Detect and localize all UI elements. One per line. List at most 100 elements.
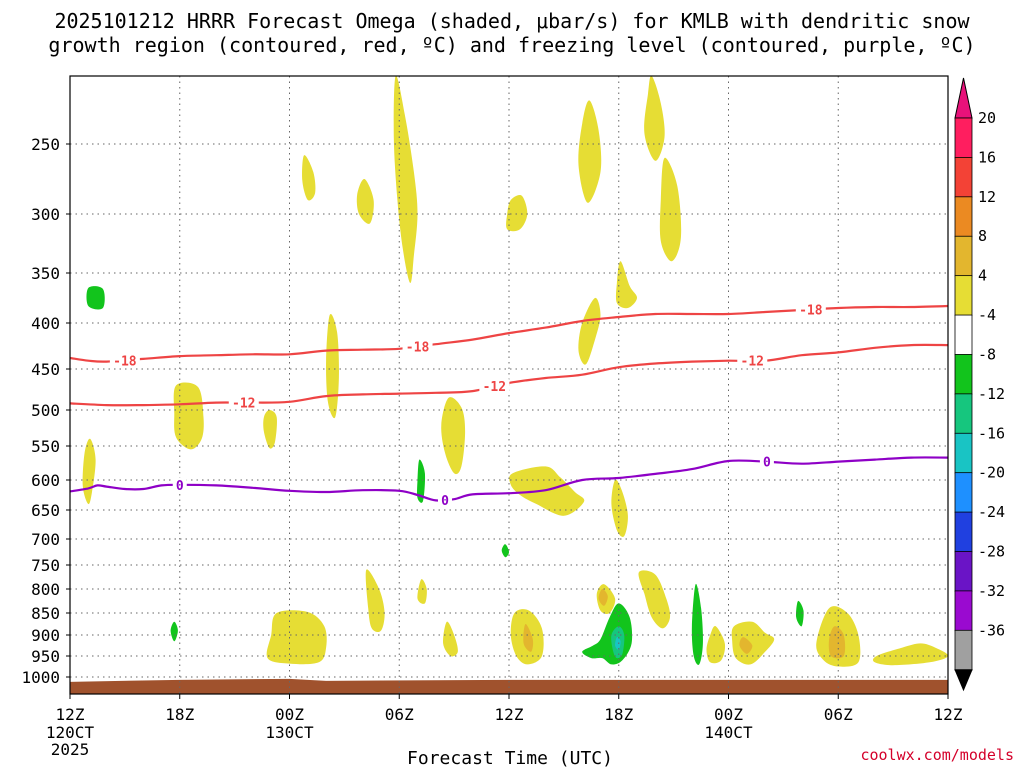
omega-region-10: [173, 382, 204, 450]
x-tick-label-2: 00Z: [275, 705, 304, 724]
omega-region-3: [302, 155, 316, 201]
omega-region-5: [659, 157, 682, 262]
y-tick-label-450: 450: [31, 360, 60, 379]
contour-label-1-1: -12: [483, 380, 506, 395]
y-tick-label-950: 950: [31, 647, 60, 666]
colorbar-label-1: 16: [978, 148, 996, 166]
omega-region-8: [578, 297, 601, 365]
omega-region-30: [828, 626, 846, 659]
omega-region-33: [501, 544, 509, 558]
y-tick-label-1000: 1000: [21, 668, 60, 687]
colorbar-label-3: 8: [978, 227, 987, 245]
omega-shaded-regions: [82, 76, 948, 667]
x-tick-sublabel-6-0: 140CT: [704, 723, 753, 742]
colorbar-swatch-0: [954, 117, 973, 159]
omega-region-28: [598, 588, 608, 606]
contour-label-bg-0-1: [402, 339, 433, 354]
x-tick-label-8: 12Z: [934, 705, 963, 724]
contour-label-2-2: 0: [763, 456, 771, 471]
credit-text: coolwx.com/models: [860, 746, 1014, 764]
contour-label-0-1: -18: [406, 340, 430, 355]
omega-region-36: [691, 583, 703, 665]
contour-label-bg-1-0: [228, 395, 259, 410]
colorbar-label-2: 12: [978, 188, 996, 206]
y-axis-pressure: 250 300 350 400 450 500 550 600 650 700 750 800 850 9…: [21, 135, 70, 687]
omega-region-0: [393, 76, 418, 284]
omega-region-1: [578, 100, 602, 203]
colorbar-swatch-9: [954, 472, 973, 513]
omega-region-27: [523, 623, 534, 652]
x-tick-label-4: 12Z: [495, 705, 524, 724]
contour-label-bg-2-2: [759, 454, 774, 469]
x-tick-sublabel-0-0: 120CT: [46, 723, 95, 742]
colorbar-legend: 20 16 12 8 4 -4 -8 -12 -16 -20 -24 -28 -32 -36: [954, 77, 1005, 692]
omega-region-34: [170, 621, 178, 642]
colorbar-swatch-6: [954, 354, 973, 395]
chart-title-line-2: growth region (contoured, red, ºC) and f…: [48, 33, 975, 57]
contour-label-bg-1-2: [737, 353, 768, 368]
x-tick-label-6: 00Z: [714, 705, 743, 724]
colorbar-label-9: -20: [978, 464, 1005, 482]
omega-region-24: [731, 621, 775, 665]
y-tick-label-600: 600: [31, 471, 60, 490]
contour-label-2-0: 0: [176, 479, 184, 494]
contour-label-bg-2-1: [437, 492, 452, 507]
omega-region-12: [441, 397, 466, 475]
omega-region-15: [611, 479, 628, 537]
colorbar-swatch-5: [954, 314, 973, 356]
colorbar-label-7: -12: [978, 385, 1005, 403]
ground-below-surface: [70, 678, 948, 694]
y-tick-label-700: 700: [31, 530, 60, 549]
y-tick-label-250: 250: [31, 135, 60, 154]
y-tick-label-650: 650: [31, 501, 60, 520]
omega-region-16: [365, 569, 385, 633]
omega-region-11: [263, 410, 277, 449]
colorbar-swatch-11: [954, 551, 973, 592]
y-tick-label-850: 850: [31, 604, 60, 623]
colorbar-swatch-1: [954, 157, 973, 198]
contour-label-2-1: 0: [441, 494, 449, 509]
chart-title: 2025101212 HRRR Forecast Omega (shaded, …: [48, 9, 975, 57]
x-tick-label-7: 06Z: [824, 705, 853, 724]
y-tick-label-750: 750: [31, 556, 60, 575]
contour-label-bg-0-2: [795, 302, 826, 317]
omega-region-6: [506, 195, 528, 232]
chart-title-line-1: 2025101212 HRRR Forecast Omega (shaded, …: [54, 9, 970, 33]
omega-region-20: [266, 610, 327, 665]
colorbar-swatch-2: [954, 196, 973, 238]
colorbar-swatch-8: [954, 432, 973, 474]
contour-label-bg-1-1: [479, 379, 510, 394]
contour-label-bg-2-0: [172, 477, 187, 492]
contour-label-bg-0-0: [109, 353, 140, 368]
contour-label-1-2: -12: [741, 355, 764, 370]
ground-fill: [70, 678, 948, 694]
colorbar-label-0: 20: [978, 109, 996, 127]
omega-region-4: [356, 178, 374, 224]
omega-region-13: [82, 438, 96, 505]
omega-region-23: [706, 626, 726, 664]
omega-region-2: [644, 76, 665, 161]
omega-region-31: [86, 286, 105, 310]
x-tick-sublabel-2-0: 130CT: [265, 723, 314, 742]
colorbar-label-10: -24: [978, 503, 1005, 521]
x-axis-label: Forecast Time (UTC): [407, 748, 613, 768]
y-tick-label-900: 900: [31, 626, 60, 645]
omega-region-17: [417, 579, 427, 604]
y-tick-label-350: 350: [31, 264, 60, 283]
colorbar-swatch-10: [954, 511, 973, 553]
omega-region-9: [326, 313, 339, 419]
omega-region-32: [417, 459, 426, 503]
colorbar-label-12: -32: [978, 582, 1005, 600]
colorbar-swatch-13: [954, 629, 973, 671]
contour-lines: -18 -18 -18 -12 -12 -12 0 0 0: [70, 302, 948, 509]
colorbar-swatch-4: [954, 275, 973, 316]
y-tick-label-800: 800: [31, 580, 60, 599]
colorbar-swatch-12: [954, 590, 973, 632]
colorbar-label-11: -28: [978, 542, 1005, 560]
x-tick-label-0: 12Z: [56, 705, 85, 724]
y-tick-label-300: 300: [31, 205, 60, 224]
omega-region-7: [615, 261, 638, 309]
y-tick-label-400: 400: [31, 314, 60, 333]
omega-region-29: [739, 637, 753, 654]
